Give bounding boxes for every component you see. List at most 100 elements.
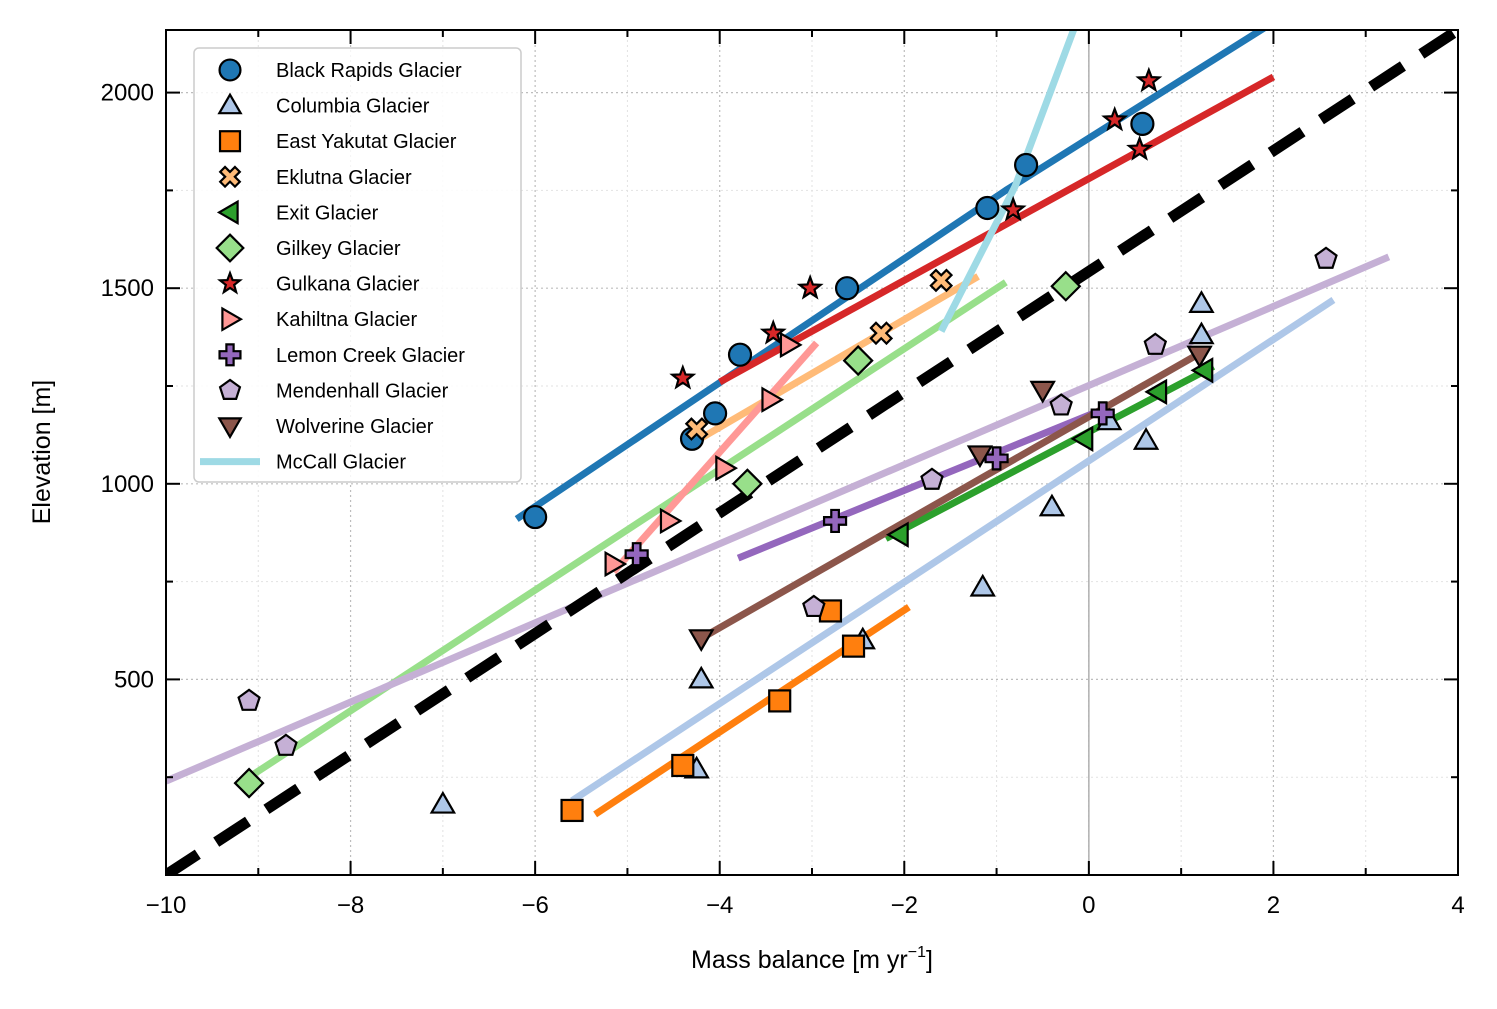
fit-line-9 — [166, 253, 1391, 785]
legend-marker-9 — [218, 378, 242, 400]
data-point-10-3 — [1186, 345, 1213, 369]
legend-marker-10 — [217, 417, 243, 440]
data-point-5-3 — [1050, 270, 1082, 302]
legend-marker-6 — [217, 269, 243, 295]
data-point-6-4 — [1126, 135, 1154, 161]
data-point-0-3 — [727, 342, 753, 367]
data-point-5-2 — [842, 345, 874, 377]
data-point-2-4 — [841, 634, 866, 658]
data-point-10-2 — [1029, 380, 1056, 404]
fit-line-11 — [938, 30, 1078, 333]
data-point-1-9 — [1188, 290, 1215, 313]
x-tick-label: 2 — [1267, 892, 1280, 919]
data-point-6-1 — [759, 319, 787, 345]
data-point-1-4 — [969, 573, 996, 597]
data-point-7-2 — [715, 454, 739, 482]
data-point-9-2 — [802, 594, 826, 618]
x-tick-label: −2 — [891, 892, 918, 919]
data-point-0-5 — [975, 195, 1000, 221]
data-point-9-3 — [920, 467, 944, 490]
fit-line-1 — [570, 297, 1336, 804]
data-point-5-1 — [731, 468, 763, 500]
data-point-4-0 — [885, 521, 909, 548]
x-tick-label: −4 — [706, 892, 733, 919]
y-tick-label: 1000 — [101, 471, 154, 498]
legend-marker-4 — [216, 199, 239, 226]
legend-label-7: Kahiltna Glacier — [276, 309, 418, 331]
data-point-7-4 — [779, 331, 803, 359]
data-point-9-1 — [274, 733, 298, 756]
data-point-0-2 — [702, 401, 728, 426]
data-point-6-0 — [669, 364, 697, 390]
data-point-10-0 — [688, 629, 715, 653]
data-point-0-4 — [834, 276, 860, 301]
data-point-3-2 — [929, 268, 954, 293]
legend-marker-8 — [218, 343, 242, 367]
data-point-0-7 — [1130, 111, 1155, 136]
legend-label-0: Black Rapids Glacier — [276, 60, 462, 82]
data-point-3-1 — [869, 321, 894, 346]
data-point-1-2 — [688, 665, 715, 689]
legend-label-5: Gilkey Glacier — [276, 238, 401, 260]
fit-line-3 — [694, 273, 980, 444]
legend-label-4: Exit Glacier — [276, 202, 379, 224]
data-point-1-0 — [429, 790, 457, 814]
legend-marker-7 — [221, 306, 244, 332]
x-tick-label: 4 — [1451, 892, 1464, 919]
data-point-4-1 — [1070, 425, 1094, 452]
data-markers — [233, 66, 1338, 823]
data-point-0-6 — [1014, 152, 1039, 178]
x-tick-label: −8 — [337, 892, 364, 919]
data-point-9-0 — [237, 688, 261, 711]
data-point-9-5 — [1143, 332, 1168, 355]
axis-ticks — [165, 30, 1459, 875]
reference-line — [166, 30, 1458, 875]
legend-label-10: Wolverine Glacier — [276, 416, 434, 438]
data-point-9-6 — [1314, 246, 1338, 269]
legend-marker-5 — [215, 233, 245, 263]
legend-marker-0 — [218, 58, 242, 82]
x-tick-label: −10 — [146, 892, 187, 919]
legend-label-11: McCall Glacier — [276, 452, 406, 474]
data-point-3-0 — [684, 417, 709, 441]
data-point-6-2 — [796, 274, 824, 300]
legend-label-2: East Yakutat Glacier — [276, 131, 457, 153]
y-tick-label: 500 — [114, 666, 154, 693]
x-tick-label: −6 — [521, 892, 548, 919]
data-point-2-1 — [671, 753, 695, 778]
data-point-0-0 — [523, 504, 548, 530]
data-point-10-1 — [966, 445, 994, 469]
legend-label-1: Columbia Glacier — [276, 96, 430, 118]
data-point-2-2 — [768, 689, 792, 713]
data-point-6-6 — [1135, 66, 1163, 93]
plot-area — [166, 30, 1458, 875]
data-point-7-0 — [604, 550, 628, 578]
y-tick-label: 1500 — [101, 275, 154, 302]
fit-line-7 — [610, 340, 820, 575]
fit-line-8 — [736, 406, 1105, 562]
data-point-6-3 — [999, 195, 1027, 222]
data-point-1-8 — [1188, 321, 1215, 345]
x-tick-label: 0 — [1082, 892, 1095, 919]
data-point-7-1 — [659, 507, 683, 535]
data-point-5-0 — [233, 767, 265, 799]
data-point-4-2 — [1144, 378, 1168, 406]
legend-marker-1 — [217, 92, 243, 115]
one-to-one-reference-line — [166, 30, 1458, 875]
legend-label-3: Eklutna Glacier — [276, 167, 412, 189]
data-point-7-3 — [761, 386, 785, 413]
data-point-1-7 — [1132, 427, 1160, 450]
legend-box — [193, 47, 522, 483]
legend: Black Rapids Glacier Columbia Glacier East… — [193, 47, 522, 483]
y-axis-label: Elevation [m] — [28, 380, 56, 525]
legend-label-8: Lemon Creek Glacier — [276, 345, 465, 367]
data-point-9-4 — [1049, 393, 1073, 416]
x-axis-label: Mass balance [m yr−1] — [691, 944, 933, 974]
fit-line-10 — [699, 347, 1206, 642]
data-point-6-5 — [1101, 105, 1129, 132]
fit-line-0 — [514, 30, 1268, 522]
x-axis-label-main: Mass balance [m yr — [691, 946, 908, 974]
x-axis-label-sup: −1 — [908, 944, 926, 961]
tick-labels: −10 −8 −6 −4 −2 0 2 4 500 1000 1500 2000 — [101, 80, 1465, 919]
